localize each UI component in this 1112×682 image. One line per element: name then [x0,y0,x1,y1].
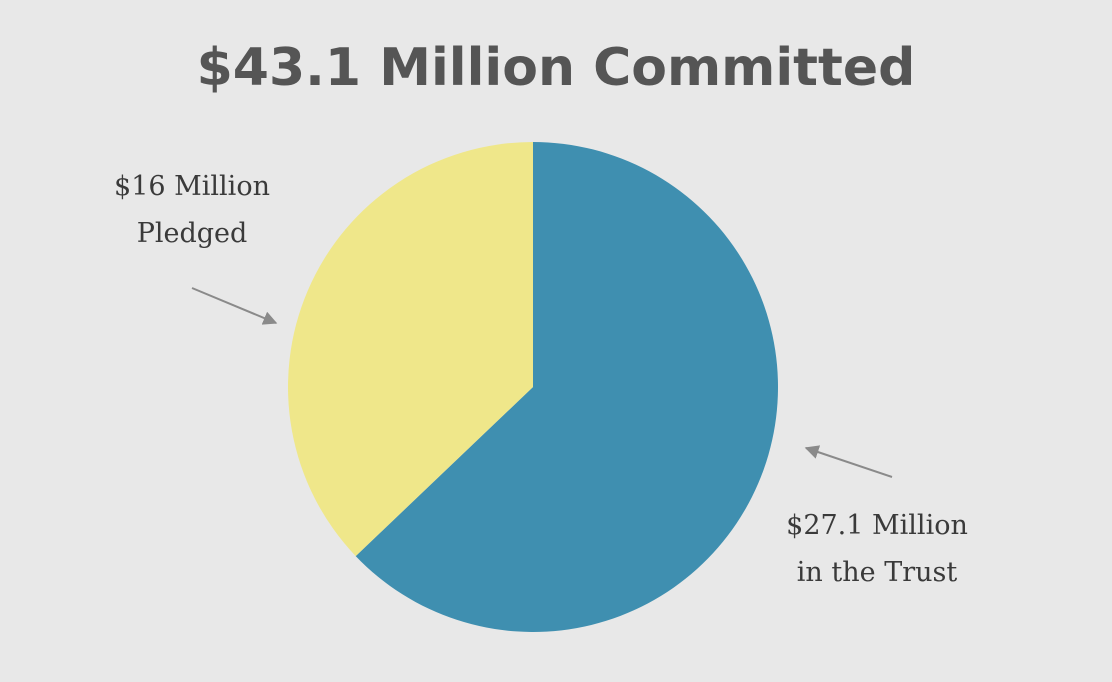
pledged-arrow [191,287,278,325]
trust-arrow [804,445,893,478]
pledged-slice-label: $16 Million Pledged [92,163,292,257]
pledged-label-line-2: Pledged [136,218,248,249]
chart-title: $43.1 Million Committed [196,38,916,98]
pie-slice-pledged [288,141,533,557]
trust-label-line-1: $27.1 Million [786,510,968,541]
pie-slices [288,141,778,632]
pie-slice-trust [355,142,778,632]
pledged-label-line-1: $16 Million [114,171,270,202]
trust-label-line-2: in the Trust [796,557,958,588]
trust-slice-label: $27.1 Million in the Trust [772,502,982,596]
